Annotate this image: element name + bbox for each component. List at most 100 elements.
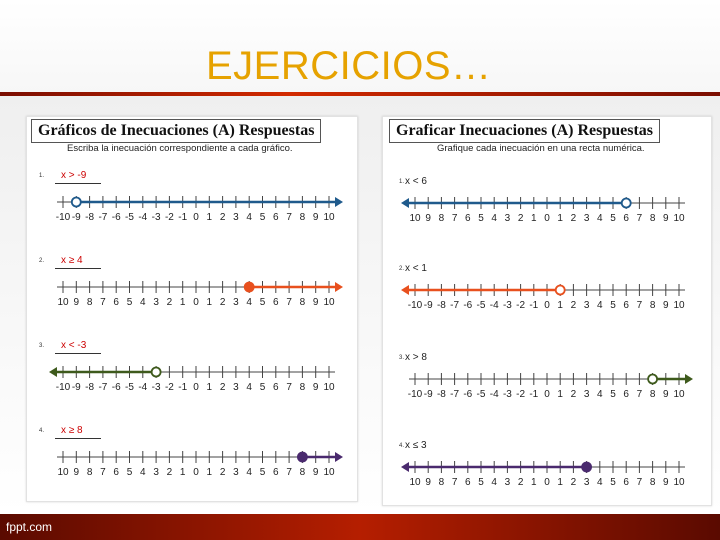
tick-label: 10 [409,213,421,224]
problem-answer: x > -9 [61,170,87,181]
tick-label: -10 [408,300,423,311]
tick-label: -5 [125,212,134,223]
tick-label: 6 [623,389,629,400]
tick-label: 9 [313,212,319,223]
problem: 1. x < 6 10 9 8 7 6 5 4 3 2 1 0 1 2 3 4 5 6 7 8 9 10 [383,173,711,253]
tick-label: 9 [313,297,319,308]
header-divider [0,92,720,96]
tick-label: 3 [584,389,590,400]
tick-label: 3 [584,477,590,488]
tick-label: 7 [100,297,106,308]
tick-label: 8 [439,213,445,224]
tick-label: 3 [233,467,239,478]
tick-label: 8 [87,297,93,308]
number-line: 10 9 8 7 6 5 4 3 2 1 0 1 2 3 4 5 6 7 8 9 10 [57,451,343,478]
ray-arrowhead [335,197,343,207]
tick-label: 4 [246,382,252,393]
tick-label: 7 [637,389,643,400]
tick-label: -10 [408,389,423,400]
tick-label: 10 [673,477,685,488]
tick-label: 9 [74,467,80,478]
tick-label: 9 [425,477,431,488]
tick-label: 3 [584,300,590,311]
problem-number: 1. [399,179,405,185]
tick-label: 2 [220,382,226,393]
slide-footer: fppt.com [0,514,720,540]
tick-label: -8 [437,300,446,311]
tick-label: -3 [503,389,512,400]
tick-label: 1 [557,213,563,224]
tick-label: 6 [465,477,471,488]
tick-label: -1 [529,300,538,311]
problem-number: 3. [399,355,405,361]
tick-label: -7 [450,300,459,311]
closed-point [296,451,308,463]
tick-label: -4 [490,300,499,311]
answer-underline [55,183,101,184]
worksheet-subtitle: Escriba la inecuación correspondiente a … [67,143,293,154]
tick-label: 3 [153,467,159,478]
slide-header: EJERCICIOS… [0,0,720,92]
tick-label: -9 [424,389,433,400]
problem: 3. x > 8 -10 -9 -8 -7 -6 -5 -4 -3 -2 -1 0 1 2 3 4 5 6 7 8 9 10 [383,349,711,429]
tick-label: -4 [490,389,499,400]
tick-label: 7 [452,213,458,224]
tick-label: 1 [557,389,563,400]
ray-arrowhead [335,282,343,292]
problem-answer: x ≥ 8 [61,425,83,436]
tick-label: -6 [463,300,472,311]
ray-arrowhead [401,462,409,472]
number-line: 10 9 8 7 6 5 4 3 2 1 0 1 2 3 4 5 6 7 8 9 10 [57,281,343,308]
problem-answer: x ≤ 3 [405,440,427,451]
problem: 2. x ≥ 4 10 9 8 7 6 5 4 3 2 1 0 1 2 3 4 5 6 7 8 9 10 [27,252,357,332]
tick-label: 6 [623,213,629,224]
tick-label: 2 [518,213,524,224]
tick-label: 2 [571,213,577,224]
tick-label: -10 [56,382,71,393]
tick-label: 4 [246,212,252,223]
tick-label: 10 [57,297,69,308]
tick-label: 2 [571,300,577,311]
tick-label: 6 [623,477,629,488]
problem-number: 2. [39,258,45,264]
worksheet-graph-inequalities: Gráficos de Inecuaciones (A) Respuestas … [26,116,358,502]
tick-label: 7 [100,467,106,478]
tick-label: 5 [610,300,616,311]
tick-label: -5 [125,382,134,393]
tick-label: 9 [425,213,431,224]
tick-label: -5 [477,389,486,400]
tick-label: 3 [233,382,239,393]
tick-label: 9 [663,300,669,311]
tick-label: 4 [140,467,146,478]
tick-label: 0 [544,389,550,400]
tick-label: -9 [72,212,81,223]
problem: 1. x > -9 -10 -9 -8 -7 -6 -5 -4 -3 -2 -1 0 1 2 3 4 5 6 7 8 9 1… [27,167,357,247]
tick-label: 8 [300,467,306,478]
tick-label: 3 [505,213,511,224]
tick-label: 7 [637,477,643,488]
tick-label: 6 [465,213,471,224]
tick-label: 9 [663,477,669,488]
tick-label: -5 [477,300,486,311]
tick-label: 5 [260,467,266,478]
tick-label: -1 [529,389,538,400]
tick-label: -2 [165,382,174,393]
tick-label: -3 [152,382,161,393]
tick-label: 4 [597,300,603,311]
tick-label: 7 [452,477,458,488]
tick-label: -9 [424,300,433,311]
tick-label: -6 [112,382,121,393]
tick-label: 9 [313,467,319,478]
problem-answer: x < 1 [405,263,427,274]
ray-arrowhead [401,198,409,208]
tick-label: -6 [112,212,121,223]
answer-underline [55,438,101,439]
tick-label: 7 [286,297,292,308]
tick-label: 8 [300,297,306,308]
tick-label: 5 [127,297,133,308]
tick-label: 4 [491,213,497,224]
closed-point [243,281,255,293]
tick-label: 10 [323,212,335,223]
tick-label: -3 [503,300,512,311]
problem: 4. x ≥ 8 10 9 8 7 6 5 4 3 2 1 0 1 2 3 4 5 6 7 8 9 10 [27,422,357,502]
